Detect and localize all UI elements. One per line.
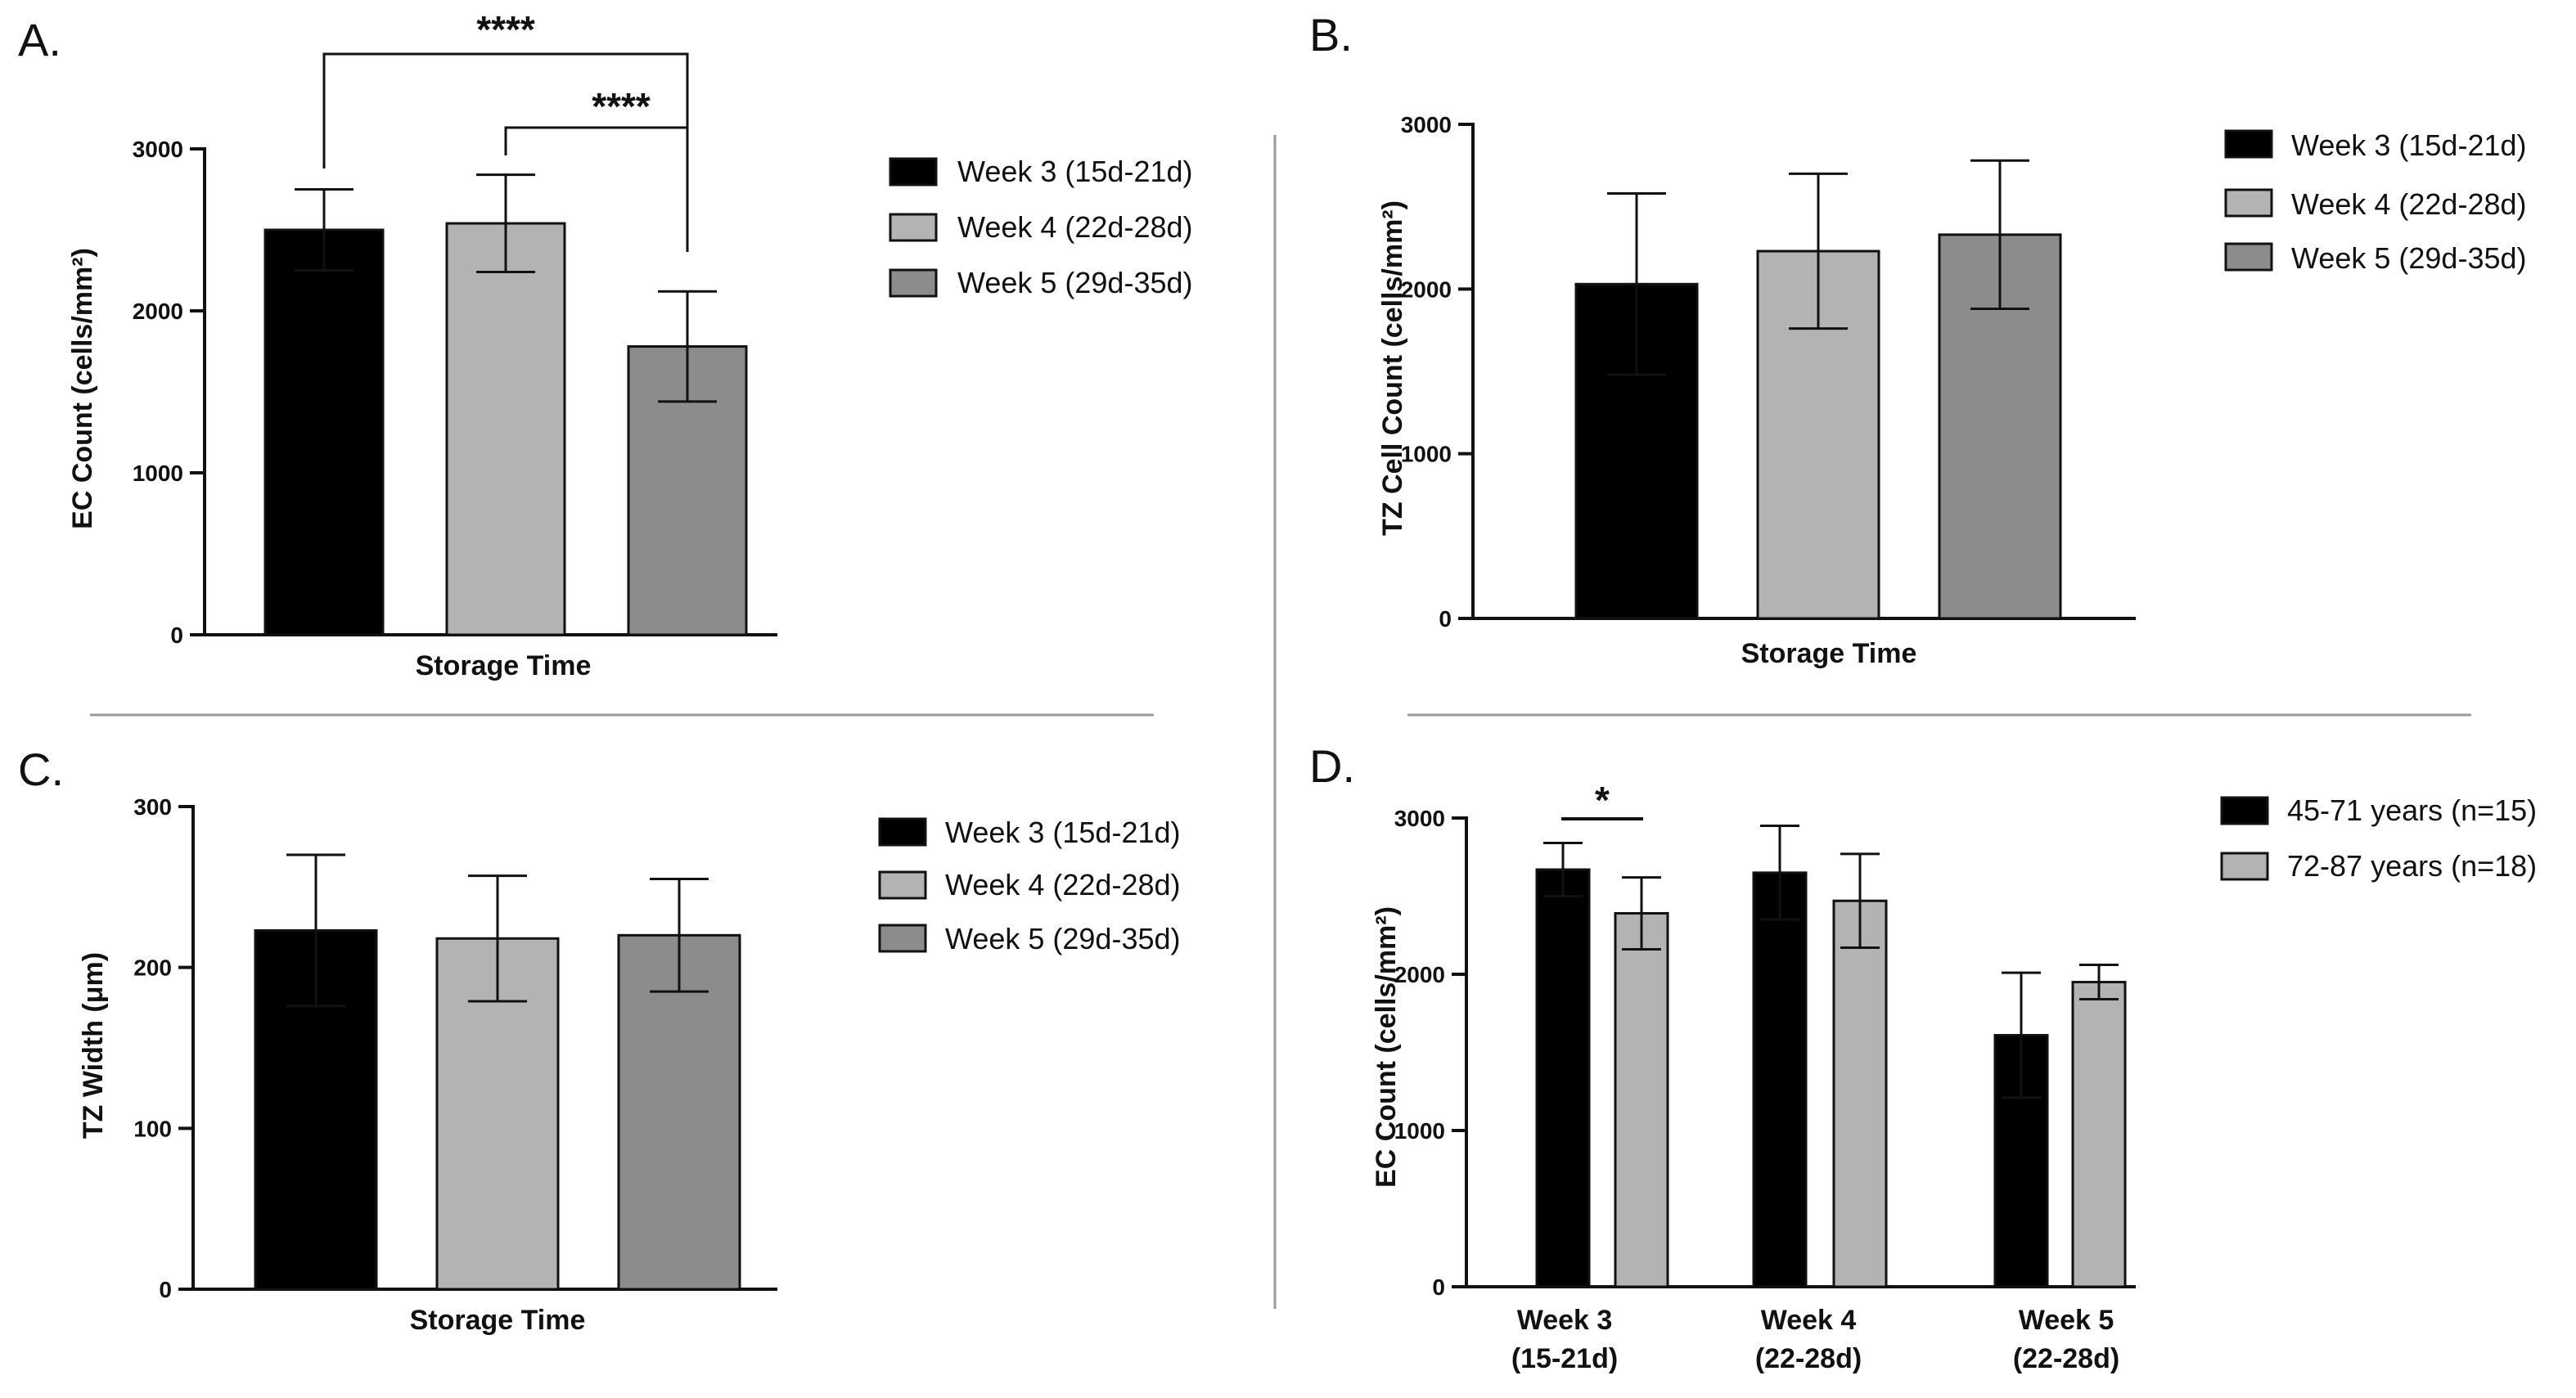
panel-d-cat-week3-line2: (15-21d): [1511, 1343, 1618, 1374]
panel-a-legend-swatch-week3: [889, 157, 938, 187]
panel-a-sig-label-w4-w5: ****: [592, 85, 651, 128]
panel-c-legend-swatch-week3: [878, 817, 927, 847]
panel-d-ytick-label: 2000: [1394, 962, 1445, 987]
panel-a-bar-4: [445, 222, 566, 636]
panel-a-legend-week5: Week 5 (29d-35d): [957, 266, 1193, 299]
panel-d-ytick-label: 0: [1432, 1274, 1445, 1300]
panel-c-legend-swatch-week5: [878, 924, 927, 953]
panel-b: B. 0 1000 2000 3000 Storage Time TZ Cell Co…: [1309, 9, 2527, 669]
panel-d-cat-week4-line1: Week 4: [1761, 1305, 1857, 1336]
panel-b-legend-swatch-week5: [2224, 242, 2273, 272]
panel-d-ytick-label: 3000: [1394, 806, 1445, 831]
panel-c-ytick-label: 100: [133, 1116, 172, 1141]
panel-d-cat-week3-line1: Week 3: [1517, 1305, 1613, 1336]
panel-c-ytick-label: 0: [159, 1277, 172, 1302]
panel-c-ytick-label: 200: [133, 955, 172, 981]
panel-a-legend-week4: Week 4 (22d-28d): [957, 210, 1193, 244]
panel-b-legend: Week 3 (15d-21d) Week 4 (22d-28d) Week 5…: [2224, 128, 2527, 275]
panel-b-ytick-label: 2000: [1401, 276, 1452, 302]
panel-c-legend-swatch-week4: [878, 870, 927, 900]
panel-d-bar-week4-old: [1832, 899, 1888, 1288]
panel-d: D. 0 1000 2000 3000 * EC Count (cells/mm²) W…: [1309, 740, 2537, 1374]
panel-a-sig-label-w3-w5: ****: [476, 8, 535, 51]
panel-a-legend: Week 3 (15d-21d) Week 4 (22d-28d) Week 5…: [889, 155, 1193, 299]
panel-d-legend-swatch-young: [2220, 796, 2269, 825]
panel-a-legend-swatch-week5: [889, 268, 938, 298]
panel-a-xlabel: Storage Time: [416, 650, 592, 681]
panel-d-bar-week4-young: [1752, 871, 1808, 1288]
panel-b-ytick-label: 3000: [1401, 112, 1452, 137]
panel-d-ytick-label: 1000: [1394, 1118, 1445, 1144]
panel-b-legend-week5: Week 5 (29d-35d): [2291, 241, 2527, 275]
panel-a-ytick-label: 3000: [133, 137, 183, 162]
panel-c-legend-week4: Week 4 (22d-28d): [945, 868, 1181, 901]
panel-b-legend-swatch-week4: [2224, 188, 2273, 218]
panel-a-ytick-label: 2000: [133, 299, 183, 324]
panel-b-legend-week4: Week 4 (22d-28d): [2291, 187, 2527, 221]
panel-d-plot: 0 1000 2000 3000 *: [1394, 779, 2136, 1300]
panel-a-legend-week3: Week 3 (15d-21d): [957, 155, 1193, 188]
panel-d-sig-label-week3: *: [1595, 779, 1610, 821]
panel-b-ytick-label: 0: [1439, 606, 1452, 632]
panel-b-label: B.: [1309, 9, 1353, 61]
panel-d-legend-old: 72-87 years (n=18): [2287, 849, 2537, 883]
panel-d-cat-week5-line1: Week 5: [2019, 1305, 2114, 1336]
panel-d-label: D.: [1309, 740, 1355, 792]
panel-d-legend: 45-71 years (n=15) 72-87 years (n=18): [2220, 793, 2537, 883]
panel-d-bar-week3-old: [1614, 912, 1669, 1288]
panel-a-legend-swatch-week4: [889, 213, 938, 242]
panel-d-legend-swatch-old: [2220, 852, 2269, 881]
panel-d-cat-week5-line2: (22-28d): [2013, 1343, 2119, 1374]
panel-c-legend-week3: Week 3 (15d-21d): [945, 816, 1181, 849]
panel-b-legend-week3: Week 3 (15d-21d): [2291, 128, 2527, 162]
panel-d-legend-young: 45-71 years (n=15): [2287, 793, 2537, 827]
panel-c: C. 0 100 200 300 Storage Time TZ Width (μm)…: [18, 744, 1181, 1336]
panel-a-sig-bracket-w4-w5: [504, 126, 689, 252]
panel-a-ytick-label: 1000: [133, 461, 183, 486]
panel-d-cat-week4-line2: (22-28d): [1755, 1343, 1862, 1374]
panel-c-ytick-label: 300: [133, 794, 172, 820]
panel-d-xcategories: Week 3 (15-21d) Week 4 (22-28d) Week 5 (…: [1511, 1305, 2119, 1374]
panel-b-plot: 0 1000 2000 3000: [1401, 112, 2136, 632]
panel-c-legend-week5: Week 5 (29d-35d): [945, 922, 1181, 955]
panel-b-ylabel: TZ Cell Count (cells/mm²): [1377, 200, 1408, 536]
panel-a-bar-3: [263, 228, 385, 636]
panel-c-label: C.: [18, 744, 64, 795]
panel-c-ylabel: TZ Width (μm): [78, 952, 109, 1139]
panel-a: A. 0 1000 2000 3000 **** **** Storage Time EC…: [18, 8, 1193, 681]
panel-b-legend-swatch-week3: [2224, 129, 2273, 159]
panel-b-xlabel: Storage Time: [1741, 638, 1917, 669]
panel-a-ytick-label: 0: [170, 623, 183, 648]
panel-a-label: A.: [18, 14, 61, 65]
panel-b-ytick-label: 1000: [1401, 442, 1452, 467]
panel-a-plot: 0 1000 2000 3000 **** ****: [133, 8, 777, 648]
panel-d-bar-week3-young: [1535, 868, 1591, 1288]
panel-c-xlabel: Storage Time: [410, 1305, 586, 1336]
panel-d-bar-week5-old: [2071, 981, 2127, 1288]
panel-c-legend: Week 3 (15d-21d) Week 4 (22d-28d) Week 5…: [878, 816, 1181, 955]
panel-c-plot: 0 100 200 300: [133, 794, 777, 1302]
panel-a-ylabel: EC Count (cells/mm²): [67, 248, 98, 529]
panel-d-ylabel: EC Count (cells/mm²): [1371, 906, 1402, 1188]
